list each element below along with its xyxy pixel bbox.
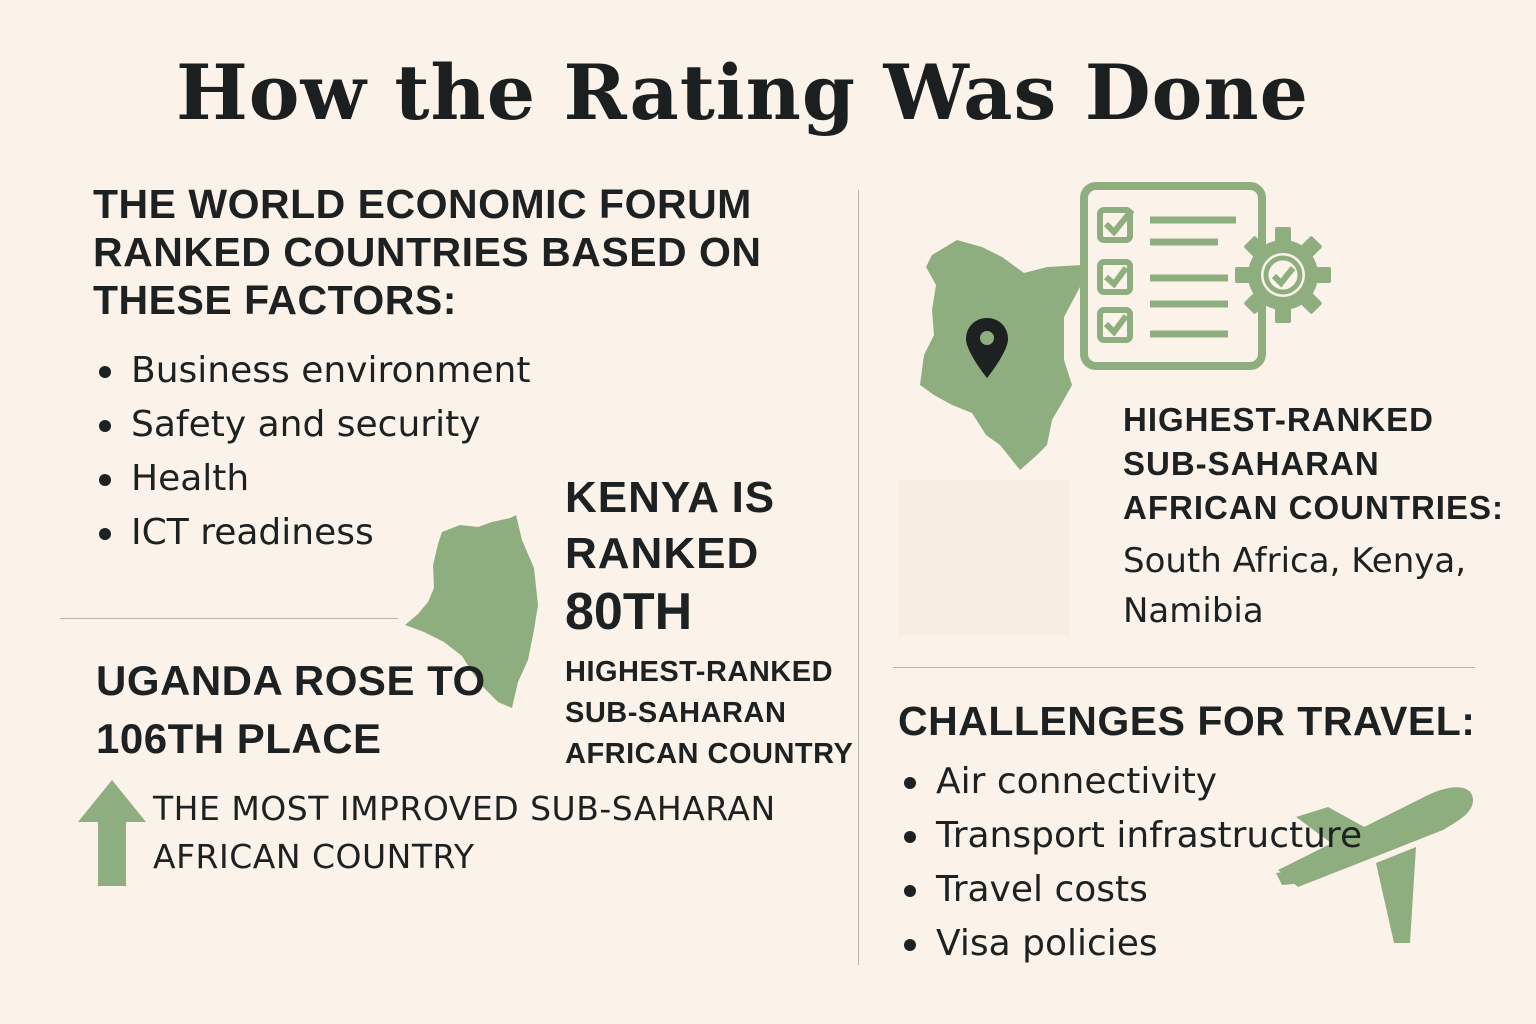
challenges-list: Air connectivity Transport infrastructur…	[898, 755, 1362, 971]
list-item: Health	[93, 452, 530, 506]
right-divider	[893, 667, 1475, 668]
top-countries-list: South Africa, Kenya, Namibia	[1123, 541, 1467, 631]
airplane-icon	[1276, 787, 1473, 943]
list-item: Business environment	[93, 344, 530, 398]
placeholder-box	[898, 480, 1070, 635]
list-item: Safety and security	[93, 398, 530, 452]
challenges-heading: CHALLENGES FOR TRAVEL:	[898, 698, 1476, 744]
uganda-heading: UGANDA ROSE TO 106TH PLACE	[96, 657, 486, 762]
factors-list: Business environment Safety and security…	[93, 344, 530, 560]
kenya-map-icon	[405, 515, 538, 708]
kenya-subtitle: HIGHEST-RANKED SUB-SAHARAN AFRICAN COUNT…	[565, 656, 854, 770]
checklist-icon	[1080, 182, 1266, 370]
factors-heading: THE WORLD ECONOMIC FORUM RANKED COUNTRIE…	[93, 181, 762, 323]
uganda-subtitle: THE MOST IMPROVED SUB-SAHARAN AFRICAN CO…	[153, 789, 776, 876]
list-item: Travel costs	[898, 863, 1362, 917]
kenya-heading: KENYA IS RANKED	[565, 473, 776, 578]
top-countries-heading: HIGHEST-RANKED SUB-SAHARAN AFRICAN COUNT…	[1123, 401, 1504, 526]
list-item: Air connectivity	[898, 755, 1362, 809]
list-item: Transport infrastructure	[898, 809, 1362, 863]
kenya-rank: 80TH	[565, 583, 693, 641]
page-title: How the Rating Was Done	[176, 48, 1309, 137]
vertical-divider	[858, 190, 859, 965]
list-item: Visa policies	[898, 917, 1362, 971]
left-divider	[60, 618, 398, 619]
location-pin-icon	[966, 318, 1008, 378]
gear-check-icon	[1235, 227, 1331, 323]
list-item: ICT readiness	[93, 506, 530, 560]
up-arrow-icon	[78, 780, 146, 886]
